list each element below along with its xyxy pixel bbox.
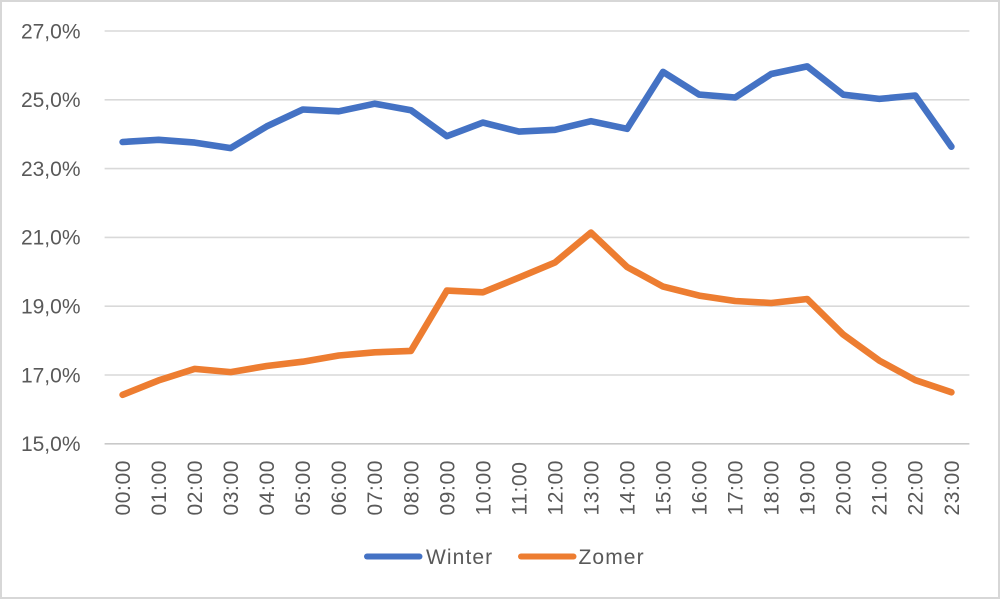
svg-text:16:00: 16:00 [689, 460, 712, 516]
svg-text:05:00: 05:00 [292, 460, 315, 516]
svg-text:07:00: 07:00 [364, 460, 387, 516]
svg-text:13:00: 13:00 [580, 460, 603, 516]
svg-text:Winter: Winter [426, 546, 493, 569]
svg-text:08:00: 08:00 [400, 460, 423, 516]
svg-text:06:00: 06:00 [328, 460, 351, 516]
svg-text:17:00: 17:00 [725, 460, 748, 516]
svg-text:19:00: 19:00 [797, 460, 820, 516]
svg-text:11:00: 11:00 [508, 462, 531, 516]
svg-text:23,0%: 23,0% [21, 158, 81, 181]
svg-text:00:00: 00:00 [112, 460, 135, 516]
svg-text:15:00: 15:00 [653, 460, 676, 516]
svg-text:19,0%: 19,0% [21, 296, 81, 319]
svg-text:Zomer: Zomer [579, 546, 645, 569]
svg-text:18:00: 18:00 [761, 460, 784, 516]
svg-text:12:00: 12:00 [544, 460, 567, 516]
svg-text:03:00: 03:00 [220, 460, 243, 516]
svg-text:14:00: 14:00 [617, 460, 640, 516]
svg-text:27,0%: 27,0% [21, 20, 81, 43]
svg-text:02:00: 02:00 [184, 460, 207, 516]
svg-text:25,0%: 25,0% [21, 89, 81, 112]
svg-text:20:00: 20:00 [833, 460, 856, 516]
svg-text:21,0%: 21,0% [21, 227, 81, 250]
svg-text:17,0%: 17,0% [21, 364, 81, 387]
svg-text:21:00: 21:00 [869, 460, 892, 516]
svg-text:22:00: 22:00 [905, 460, 928, 516]
svg-text:15,0%: 15,0% [21, 433, 81, 456]
svg-text:04:00: 04:00 [256, 460, 279, 516]
svg-text:09:00: 09:00 [436, 460, 459, 516]
svg-text:01:00: 01:00 [148, 460, 171, 516]
svg-text:23:00: 23:00 [941, 460, 964, 516]
svg-text:10:00: 10:00 [472, 460, 495, 516]
